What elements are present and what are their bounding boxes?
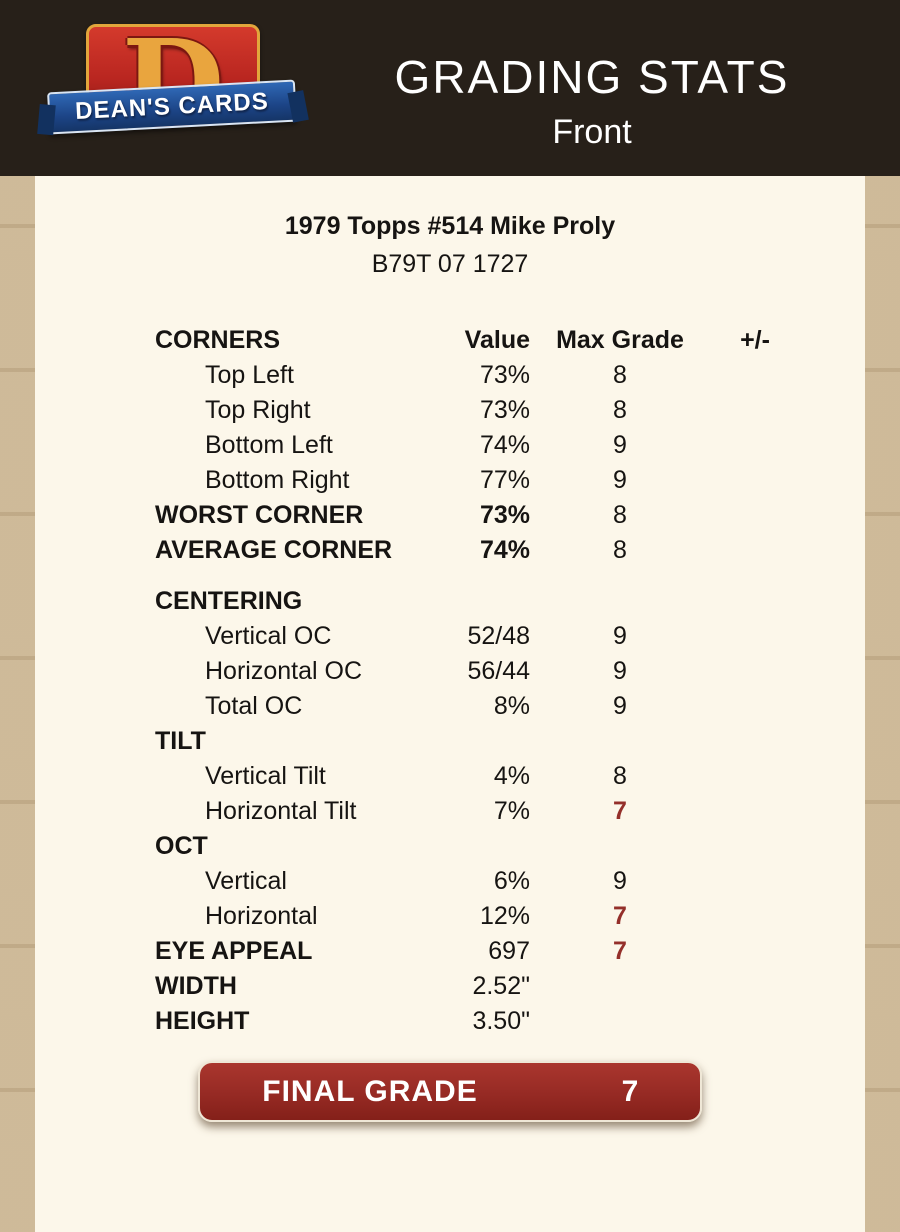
table-row: HEIGHT 3.50" [155, 1004, 865, 1039]
stat-label: Horizontal [205, 902, 318, 930]
table-header-row: CORNERS Value Max Grade +/- [155, 323, 865, 358]
column-header-plus-minus: +/- [740, 326, 770, 354]
stat-max-grade: 9 [613, 657, 627, 685]
table-row: Horizontal Tilt 7% 7 [155, 794, 865, 829]
stat-value: 4% [493, 762, 530, 790]
stat-max-grade: 7 [613, 797, 627, 825]
stat-value: 52/48 [467, 622, 530, 650]
stat-label: EYE APPEAL [155, 937, 313, 965]
column-header-section: CORNERS [155, 326, 281, 354]
stat-max-grade: 7 [613, 937, 627, 965]
stat-label: Total OC [205, 692, 303, 720]
table-row: Bottom Right 77% 9 [155, 463, 865, 498]
stat-max-grade: 8 [613, 536, 627, 564]
stat-value: 74% [479, 536, 530, 564]
stat-label: Vertical OC [205, 622, 332, 650]
stat-label: Top Left [205, 361, 294, 389]
stat-label: Bottom Left [205, 431, 333, 459]
stat-label: OCT [155, 832, 208, 860]
stat-label: CENTERING [155, 587, 303, 615]
table-row: Horizontal OC 56/44 9 [155, 654, 865, 689]
header-titles: GRADING STATS Front [300, 52, 884, 152]
stat-value: 12% [479, 902, 530, 930]
stat-label: WIDTH [155, 972, 237, 1000]
stat-max-grade: 7 [613, 902, 627, 930]
stat-label: Vertical Tilt [205, 762, 326, 790]
table-row: Vertical Tilt 4% 8 [155, 759, 865, 794]
column-header-value: Value [464, 326, 530, 354]
table-row: Top Right 73% 8 [155, 393, 865, 428]
stats-panel: 1979 Topps #514 Mike Proly B79T 07 1727 … [35, 176, 865, 1232]
page-subtitle: Front [552, 112, 632, 151]
stat-max-grade: 8 [613, 361, 627, 389]
table-row: Horizontal 12% 7 [155, 899, 865, 934]
table-row: Total OC 8% 9 [155, 689, 865, 724]
stat-label: Horizontal Tilt [205, 797, 357, 825]
stat-max-grade: 9 [613, 867, 627, 895]
stat-value: 77% [479, 466, 530, 494]
stat-label: Bottom Right [205, 466, 350, 494]
card-title: 1979 Topps #514 Mike Proly [284, 212, 616, 240]
card-code: B79T 07 1727 [371, 250, 529, 278]
stat-value: 73% [479, 501, 530, 529]
stat-label: HEIGHT [155, 1007, 250, 1035]
stat-value: 2.52" [472, 972, 530, 1000]
grading-table: CORNERS Value Max Grade +/- Top Left 73%… [35, 323, 865, 1039]
stat-max-grade: 8 [613, 396, 627, 424]
final-grade-label: FINAL GRADE [262, 1074, 478, 1108]
stat-label: Vertical [205, 867, 287, 895]
stat-value: 74% [479, 431, 530, 459]
column-header-max-grade: Max Grade [556, 326, 684, 354]
stat-label: AVERAGE CORNER [155, 536, 393, 564]
stat-value: 697 [488, 937, 530, 965]
stat-label: WORST CORNER [155, 501, 364, 529]
stat-max-grade: 9 [613, 431, 627, 459]
stat-value: 8% [493, 692, 530, 720]
stat-label: Top Right [205, 396, 311, 424]
table-row: Top Left 73% 8 [155, 358, 865, 393]
stat-max-grade: 9 [613, 692, 627, 720]
table-row: TILT [155, 724, 865, 759]
table-row: Vertical 6% 9 [155, 864, 865, 899]
table-row: EYE APPEAL 697 7 [155, 934, 865, 969]
stat-max-grade: 8 [613, 762, 627, 790]
table-row: AVERAGE CORNER 74% 8 [155, 533, 865, 568]
stat-label: Horizontal OC [205, 657, 362, 685]
page-title: GRADING STATS [394, 51, 790, 103]
final-grade-button[interactable]: FINAL GRADE 7 [198, 1061, 702, 1122]
stat-max-grade: 8 [613, 501, 627, 529]
table-row: OCT [155, 829, 865, 864]
deans-cards-logo: D DEAN'S CARDS [47, 18, 298, 160]
stat-label: TILT [155, 727, 206, 755]
table-row: Bottom Left 74% 9 [155, 428, 865, 463]
stat-value: 7% [493, 797, 530, 825]
stat-value: 3.50" [472, 1007, 530, 1035]
table-row: WIDTH 2.52" [155, 969, 865, 1004]
table-row: CENTERING [155, 584, 865, 619]
stat-value: 73% [479, 396, 530, 424]
stat-max-grade: 9 [613, 622, 627, 650]
stat-value: 73% [479, 361, 530, 389]
stat-value: 6% [493, 867, 530, 895]
stat-max-grade: 9 [613, 466, 627, 494]
table-row: WORST CORNER 73% 8 [155, 498, 865, 533]
stat-value: 56/44 [467, 657, 530, 685]
final-grade-value: 7 [621, 1074, 639, 1108]
table-row: Vertical OC 52/48 9 [155, 619, 865, 654]
header-bar: D DEAN'S CARDS GRADING STATS Front [0, 0, 900, 176]
table-body: Top Left 73% 8 Top Right 73% 8 Bottom Le… [155, 358, 865, 1039]
